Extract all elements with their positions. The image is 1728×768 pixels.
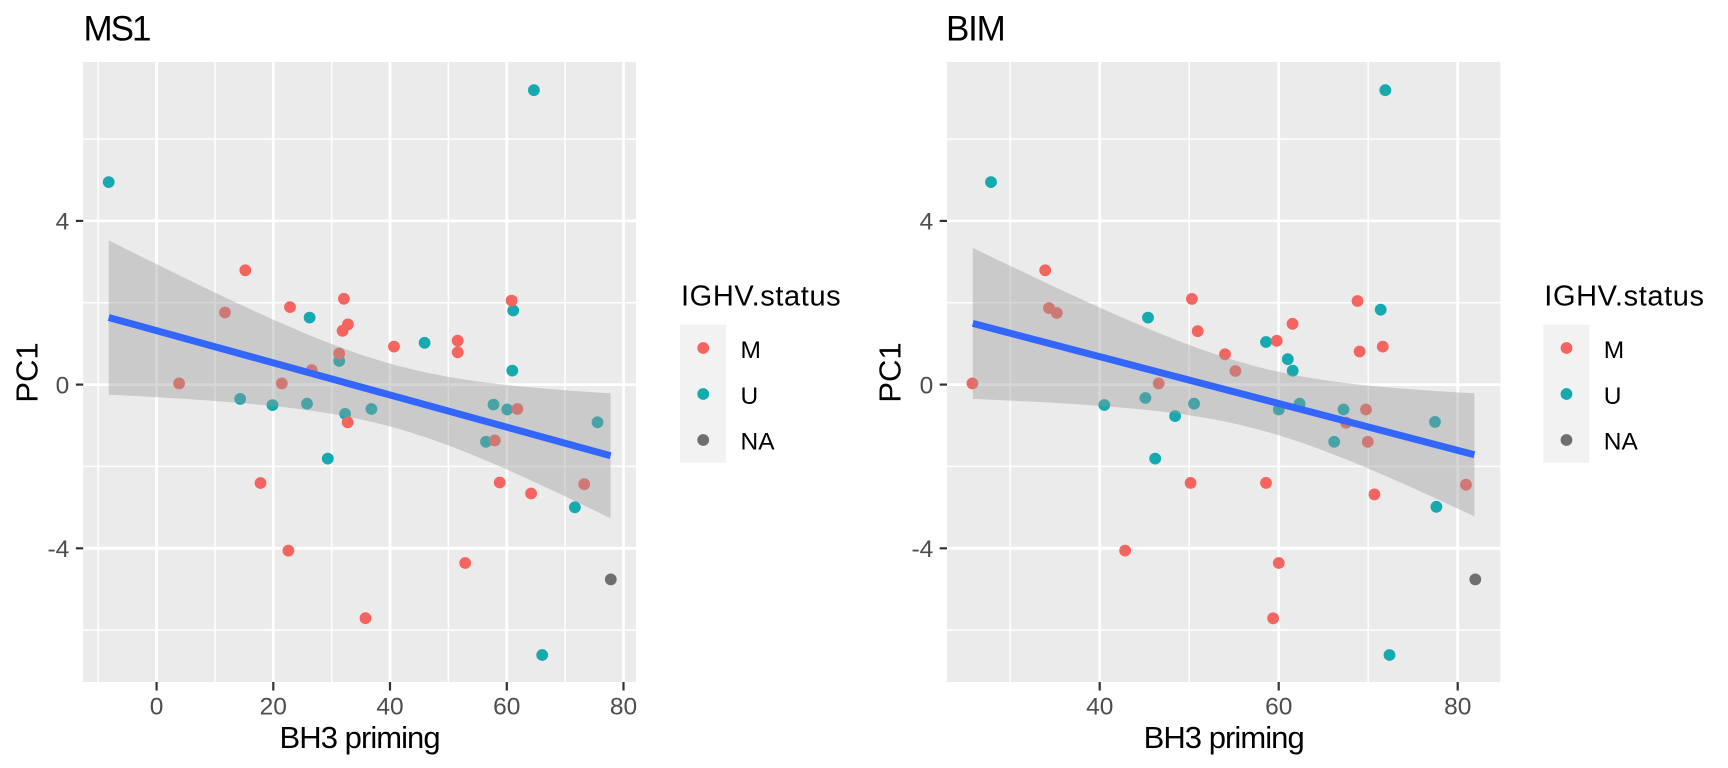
svg-text:U: U: [741, 383, 759, 410]
svg-text:20: 20: [260, 694, 287, 721]
svg-text:4: 4: [56, 209, 70, 236]
svg-text:MS1: MS1: [84, 10, 151, 49]
svg-text:NA: NA: [741, 429, 776, 456]
svg-text:IGHV.status: IGHV.status: [681, 281, 841, 313]
svg-text:0: 0: [56, 372, 70, 399]
svg-text:NA: NA: [1604, 429, 1639, 456]
svg-text:U: U: [1604, 383, 1622, 410]
svg-text:60: 60: [1265, 694, 1292, 721]
svg-text:PC1: PC1: [10, 342, 45, 402]
svg-text:IGHV.status: IGHV.status: [1544, 281, 1704, 313]
svg-text:40: 40: [376, 694, 403, 721]
svg-text:4: 4: [920, 209, 934, 236]
svg-text:-4: -4: [48, 536, 70, 563]
svg-text:BH3 priming: BH3 priming: [1144, 720, 1304, 755]
svg-text:80: 80: [1444, 694, 1471, 721]
svg-text:0: 0: [150, 694, 164, 721]
svg-text:40: 40: [1086, 694, 1113, 721]
svg-text:M: M: [1604, 337, 1624, 364]
svg-text:BH3 priming: BH3 priming: [280, 720, 440, 755]
svg-text:80: 80: [610, 694, 637, 721]
svg-text:0: 0: [920, 372, 934, 399]
svg-text:PC1: PC1: [873, 342, 908, 402]
svg-text:60: 60: [493, 694, 520, 721]
svg-text:-4: -4: [912, 536, 934, 563]
svg-text:M: M: [741, 337, 761, 364]
svg-text:BIM: BIM: [946, 9, 1005, 48]
